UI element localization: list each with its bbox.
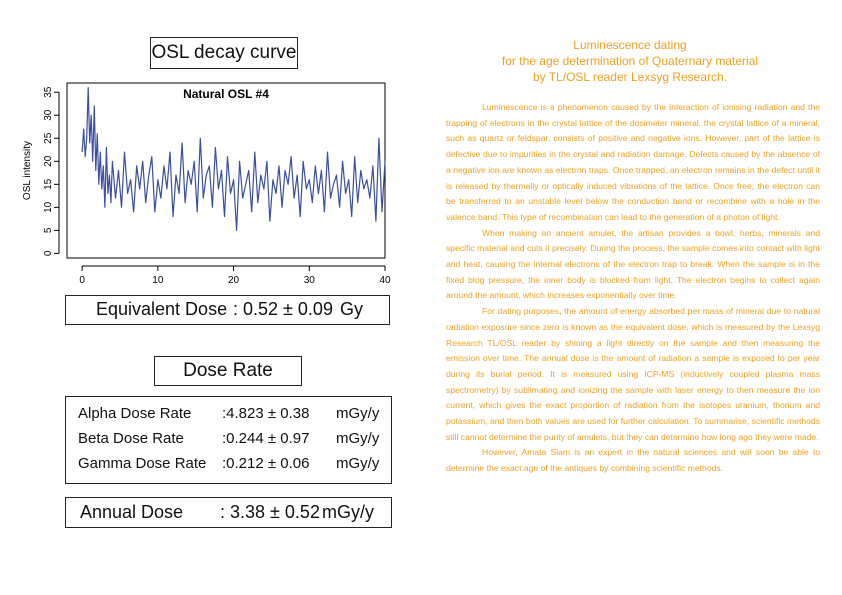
x-tick-label: 20 (228, 275, 240, 286)
alpha-dose-label: Alpha Dose Rate (78, 405, 192, 422)
beta-dose-value: :0.244 ± 0.97 (222, 430, 310, 447)
gamma-dose-label: Gamma Dose Rate (78, 455, 207, 472)
x-tick-label: 10 (152, 275, 164, 286)
y-tick-label: 15 (43, 178, 54, 190)
annual-dose-unit: mGy/y (322, 502, 374, 522)
annual-dose-value: : 3.38 ± 0.52 (220, 502, 320, 522)
gamma-dose-value: :0.212 ± 0.06 (222, 455, 310, 472)
annual-dose-box: Annual Dose : 3.38 ± 0.52 mGy/y (65, 497, 392, 528)
dose-rate-title: Dose Rate (183, 360, 273, 381)
alpha-dose-row: Alpha Dose Rate :4.823 ± 0.38 mGy/y (78, 405, 388, 425)
gamma-dose-unit: mGy/y (336, 455, 380, 472)
y-tick-label: 25 (43, 132, 54, 144)
dose-rates-box: Alpha Dose Rate :4.823 ± 0.38 mGy/y Beta… (65, 396, 392, 484)
chart-series (81, 87, 386, 231)
article-title-line: by TL/OSL reader Lexsyg Research. (532, 70, 728, 84)
y-tick-label: 10 (43, 201, 54, 213)
x-tick-label: 30 (304, 275, 316, 286)
article-paragraph: Luminescence is a phenomenon caused by t… (446, 102, 820, 222)
equivalent-dose-box: Equivalent Dose : 0.52 ± 0.09 Gy (65, 295, 390, 325)
article-paragraph: When making an ancient amulet, the artis… (446, 227, 820, 301)
article-paragraph: For dating purposes, the amount of energ… (446, 306, 820, 442)
chart-ticks: 0 10 20 30 40 0 5 10 15 20 25 30 35 (43, 86, 391, 286)
chart-ylabel: OSL intensity (22, 141, 33, 200)
y-tick-label: 20 (43, 155, 54, 167)
chart-title: Natural OSL #4 (183, 87, 269, 101)
osl-series-line (81, 87, 386, 231)
y-tick-label: 0 (43, 250, 54, 256)
x-tick-label: 0 (79, 275, 85, 286)
article-paragraph: However, Amata Siam is an expert in the … (446, 447, 820, 474)
osl-title: OSL decay curve (151, 42, 297, 63)
equivalent-dose-label: Equivalent Dose (96, 299, 228, 319)
equivalent-dose-value: : 0.52 ± 0.09 (233, 299, 333, 319)
gamma-dose-row: Gamma Dose Rate :0.212 ± 0.06 mGy/y (78, 455, 388, 475)
equivalent-dose-unit: Gy (340, 299, 364, 319)
y-tick-label: 5 (43, 227, 54, 233)
alpha-dose-unit: mGy/y (336, 405, 380, 422)
alpha-dose-value: :4.823 ± 0.38 (222, 405, 310, 422)
x-tick-label: 40 (379, 275, 391, 286)
y-tick-label: 30 (43, 109, 54, 121)
article-body: Luminescence is a phenomenon caused by t… (446, 100, 820, 477)
osl-decay-chart: 0 10 20 30 40 0 5 10 15 20 25 30 35 Natural OSL #4 O… (22, 82, 391, 286)
annual-dose-label: Annual Dose (80, 502, 184, 522)
beta-dose-row: Beta Dose Rate :0.244 ± 0.97 mGy/y (78, 430, 388, 450)
beta-dose-label: Beta Dose Rate (78, 430, 184, 447)
article-title-line: for the age determination of Quaternary … (501, 54, 759, 68)
osl-title-box: OSL decay curve (150, 37, 298, 69)
article-title-line: Luminescence dating (573, 38, 687, 52)
plot-frame (66, 82, 386, 259)
beta-dose-unit: mGy/y (336, 430, 380, 447)
article-title: Luminescence dating for the age determin… (470, 37, 790, 85)
y-tick-label: 35 (43, 86, 54, 98)
dose-rate-title-box: Dose Rate (154, 356, 302, 386)
